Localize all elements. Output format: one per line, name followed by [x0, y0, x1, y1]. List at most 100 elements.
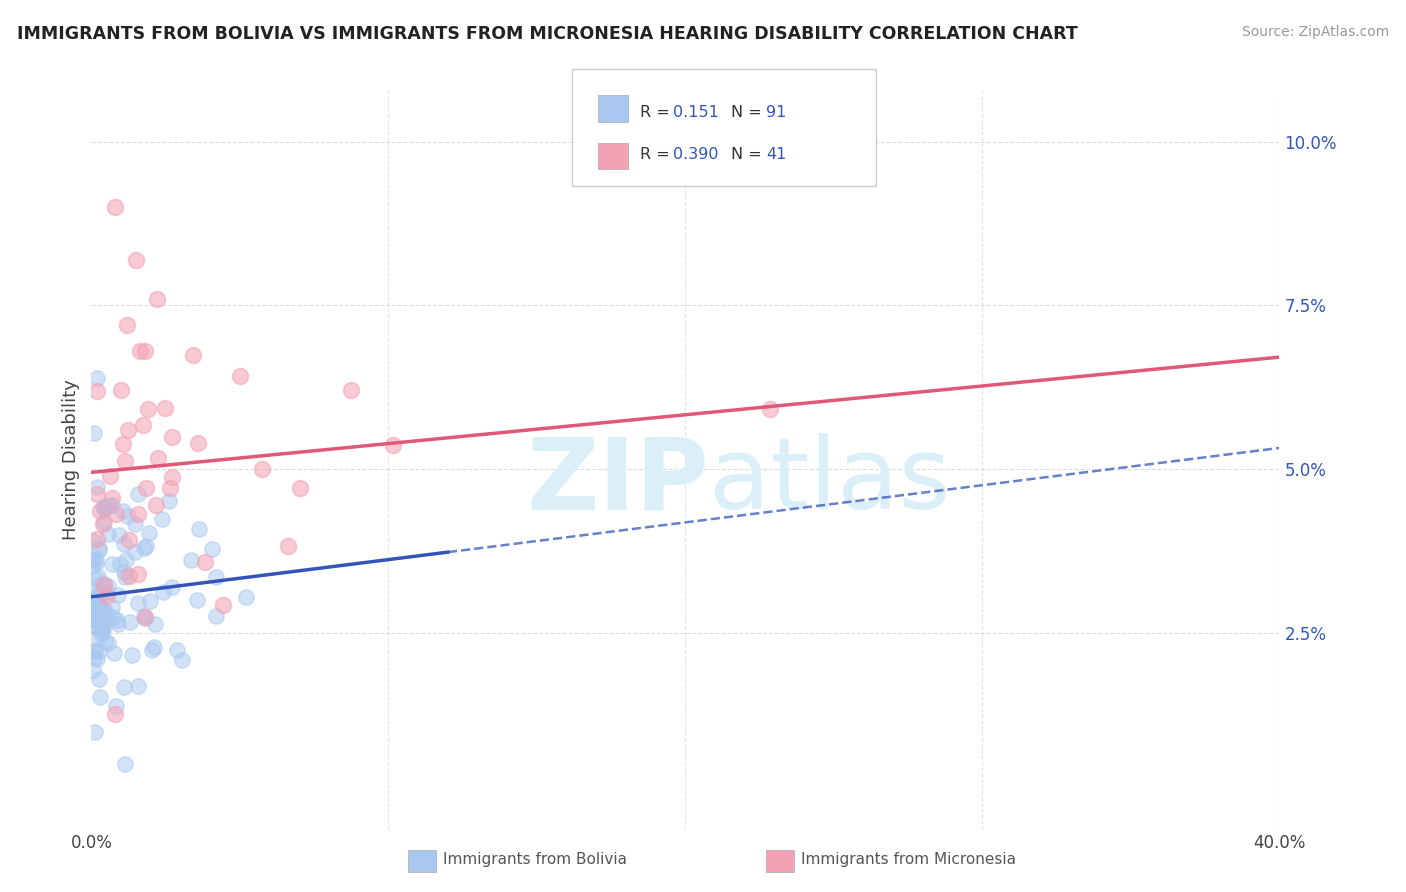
Point	[82, 663, 104, 677]
Point	[128, 344, 150, 359]
Point	[143, 617, 166, 632]
Point	[83, 643, 105, 657]
Point	[101, 491, 124, 505]
Point	[83, 597, 105, 611]
Point	[124, 517, 146, 532]
Point	[105, 613, 128, 627]
Point	[93, 607, 115, 622]
Y-axis label: Hearing Disability: Hearing Disability	[62, 379, 80, 540]
Point	[127, 487, 149, 501]
Point	[187, 436, 209, 450]
Point	[112, 504, 135, 518]
Point	[89, 601, 111, 615]
Point	[93, 516, 115, 531]
Point	[340, 383, 363, 397]
Point	[110, 383, 132, 397]
Point	[89, 608, 111, 623]
Point	[86, 371, 108, 385]
Point	[172, 652, 194, 666]
Point	[121, 648, 143, 662]
Point	[90, 623, 112, 637]
Text: N =: N =	[731, 147, 768, 162]
Point	[96, 589, 118, 603]
Point	[277, 539, 299, 553]
Point	[120, 615, 142, 629]
Point	[127, 566, 149, 581]
Text: atlas: atlas	[709, 434, 950, 530]
Point	[93, 612, 115, 626]
Point	[93, 605, 115, 619]
Point	[82, 645, 104, 659]
Point	[86, 480, 108, 494]
Point	[87, 590, 110, 604]
Text: Immigrants from Micronesia: Immigrants from Micronesia	[801, 852, 1017, 867]
Point	[84, 593, 107, 607]
Point	[80, 590, 103, 604]
Text: IMMIGRANTS FROM BOLIVIA VS IMMIGRANTS FROM MICRONESIA HEARING DISABILITY CORRELA: IMMIGRANTS FROM BOLIVIA VS IMMIGRANTS FR…	[17, 25, 1077, 43]
Point	[101, 609, 124, 624]
Point	[114, 570, 136, 584]
Point	[87, 609, 110, 624]
Point	[212, 598, 235, 612]
Point	[83, 599, 105, 613]
Point	[108, 528, 131, 542]
Point	[93, 578, 115, 592]
Point	[94, 501, 117, 516]
Point	[87, 543, 110, 558]
Point	[96, 614, 118, 628]
Point	[205, 570, 228, 584]
Point	[86, 572, 108, 586]
Point	[143, 640, 166, 654]
Point	[97, 498, 120, 512]
Point	[229, 369, 252, 384]
Point	[91, 624, 114, 638]
Point	[107, 616, 129, 631]
Point	[157, 494, 180, 508]
Point	[139, 593, 162, 607]
Text: ZIP: ZIP	[526, 434, 709, 530]
Point	[87, 594, 110, 608]
Point	[112, 681, 135, 695]
Point	[103, 646, 125, 660]
Point	[97, 526, 120, 541]
Point	[194, 555, 217, 569]
Text: Source: ZipAtlas.com: Source: ZipAtlas.com	[1241, 25, 1389, 39]
Point	[117, 423, 139, 437]
Point	[152, 584, 174, 599]
Point	[135, 540, 157, 554]
Point	[83, 650, 105, 665]
Point	[91, 584, 114, 599]
Text: 0.151: 0.151	[673, 105, 720, 120]
Point	[127, 596, 149, 610]
Point	[127, 507, 149, 521]
Point	[96, 585, 118, 599]
Point	[80, 611, 103, 625]
Point	[112, 537, 135, 551]
Point	[180, 553, 202, 567]
Point	[89, 672, 111, 686]
Point	[118, 569, 141, 583]
Point	[145, 292, 167, 306]
Point	[94, 604, 117, 618]
Point	[166, 643, 188, 657]
Point	[132, 418, 155, 433]
Point	[100, 469, 122, 483]
Point	[104, 707, 127, 722]
Text: N =: N =	[731, 105, 768, 120]
Point	[252, 462, 274, 476]
Point	[82, 606, 104, 620]
Point	[87, 569, 110, 583]
Point	[83, 619, 105, 633]
Point	[86, 532, 108, 546]
Point	[155, 401, 177, 416]
Point	[104, 698, 127, 713]
Point	[150, 512, 173, 526]
Point	[84, 556, 107, 570]
Point	[89, 504, 111, 518]
Point	[124, 545, 146, 559]
Point	[82, 607, 104, 622]
Point	[83, 618, 105, 632]
Point	[134, 541, 156, 556]
Point	[90, 615, 112, 629]
Point	[93, 577, 115, 591]
